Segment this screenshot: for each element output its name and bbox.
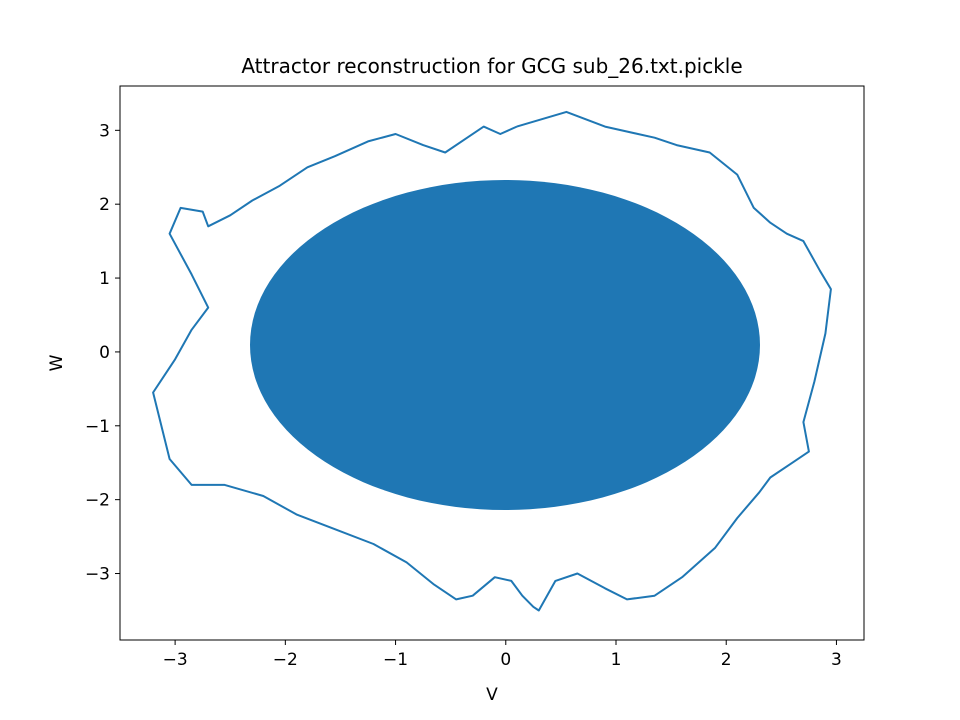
y-tick-label: −1 [85, 417, 110, 437]
y-tick-label: −3 [85, 565, 110, 585]
y-axis-ticks: −3 −2 −1 0 1 2 3 [85, 121, 120, 585]
chart-title: Attractor reconstruction for GCG sub_26.… [241, 54, 742, 78]
x-tick-label: 3 [831, 650, 842, 670]
trajectory-dense-core [250, 180, 760, 510]
y-tick-label: 2 [99, 195, 110, 215]
y-tick-label: −2 [85, 491, 110, 511]
x-tick-label: 0 [500, 650, 511, 670]
trajectory-line-0 [152, 110, 832, 612]
x-tick-label: −1 [383, 650, 408, 670]
plot-area [152, 110, 832, 612]
x-axis-ticks: −3 −2 −1 0 1 2 3 [163, 640, 842, 670]
y-tick-label: 3 [99, 121, 110, 141]
x-tick-label: 1 [611, 650, 622, 670]
x-tick-label: −2 [273, 650, 298, 670]
series-layer [152, 110, 832, 612]
y-tick-label: 1 [99, 269, 110, 289]
x-axis-label: V [486, 685, 498, 705]
y-axis-label: W [47, 354, 67, 371]
x-tick-label: 2 [721, 650, 732, 670]
axes-frame [119, 85, 865, 641]
x-tick-label: −3 [163, 650, 188, 670]
y-tick-label: 0 [99, 343, 110, 363]
